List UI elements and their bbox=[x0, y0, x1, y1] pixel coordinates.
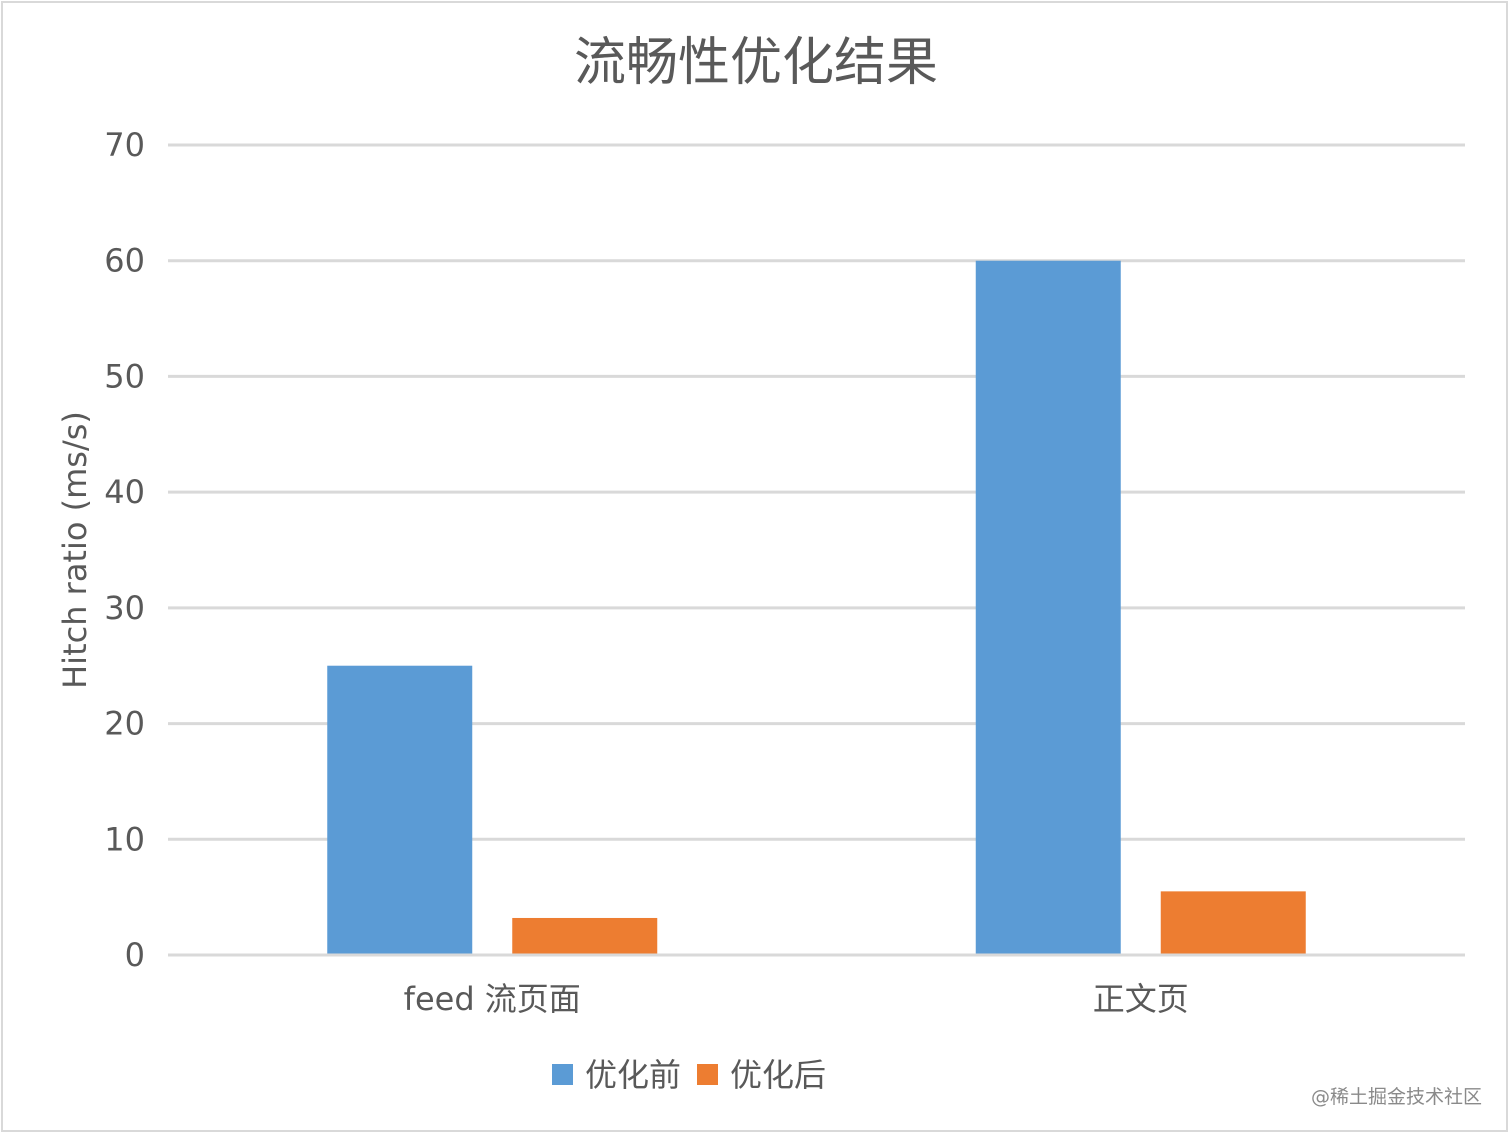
legend-label: 优化后 bbox=[730, 1056, 826, 1094]
bar-after-0 bbox=[512, 917, 658, 955]
watermark-text: @稀土掘金技术社区 bbox=[1311, 1086, 1482, 1108]
y-axis-label: Hitch ratio (ms/s) bbox=[56, 411, 94, 689]
bar-after-1 bbox=[1160, 891, 1306, 955]
y-tick-label: 50 bbox=[104, 357, 145, 395]
y-tick-label: 60 bbox=[104, 242, 145, 280]
category-label: 正文页 bbox=[1093, 980, 1189, 1018]
category-label: feed 流页面 bbox=[404, 980, 581, 1018]
y-tick-label: 70 bbox=[104, 126, 145, 164]
y-tick-label: 0 bbox=[125, 936, 145, 974]
legend-label: 优化前 bbox=[585, 1056, 681, 1094]
y-tick-label: 30 bbox=[104, 589, 145, 627]
bar-before-0 bbox=[327, 665, 473, 955]
legend-swatch bbox=[552, 1064, 573, 1085]
bars bbox=[168, 260, 1465, 957]
y-tick-labels: 0 10 20 30 40 50 60 70 bbox=[104, 126, 145, 974]
y-tick-label: 20 bbox=[104, 705, 145, 743]
legend-swatch bbox=[697, 1064, 718, 1085]
y-tick-label: 40 bbox=[104, 473, 145, 511]
legend: 优化前 优化后 bbox=[552, 1056, 826, 1094]
category-labels: feed 流页面 正文页 bbox=[404, 980, 1189, 1018]
bar-before-1 bbox=[975, 260, 1121, 955]
y-tick-label: 10 bbox=[104, 820, 145, 858]
chart-title: 流畅性优化结果 bbox=[574, 33, 938, 93]
